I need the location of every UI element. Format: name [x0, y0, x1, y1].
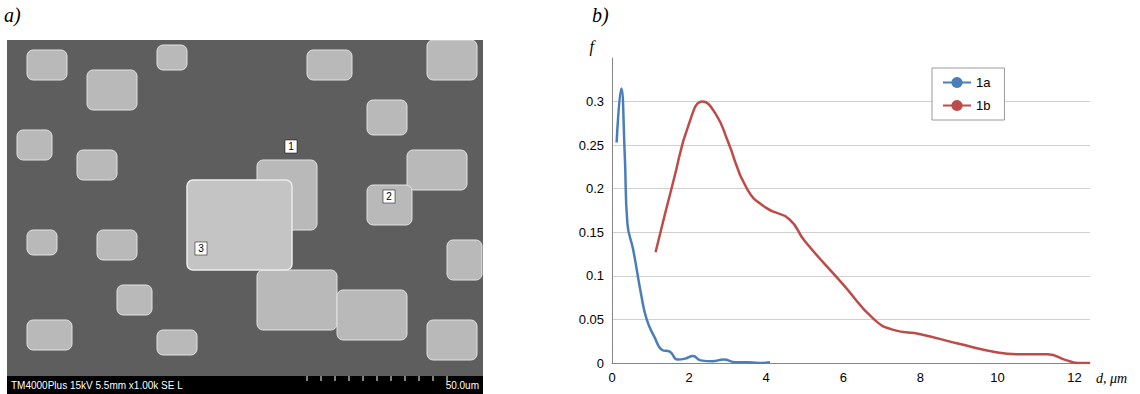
svg-text:0.05: 0.05 [579, 312, 604, 327]
svg-text:0.15: 0.15 [579, 225, 604, 240]
svg-text:3: 3 [198, 243, 204, 254]
svg-text:f: f [590, 38, 597, 56]
svg-text:0: 0 [608, 370, 615, 385]
svg-text:d, μm: d, μm [1096, 371, 1127, 386]
svg-text:10: 10 [990, 370, 1004, 385]
svg-text:2: 2 [685, 370, 692, 385]
svg-text:50.0um: 50.0um [446, 380, 479, 391]
svg-text:4: 4 [763, 370, 770, 385]
svg-text:2: 2 [386, 191, 392, 202]
svg-text:0.3: 0.3 [586, 94, 604, 109]
svg-text:0.2: 0.2 [586, 181, 604, 196]
svg-text:8: 8 [917, 370, 924, 385]
svg-text:TM4000Plus 15kV 5.5mm x1.00k S: TM4000Plus 15kV 5.5mm x1.00k SE L [11, 380, 183, 391]
svg-text:1a: 1a [976, 75, 991, 90]
svg-text:0: 0 [597, 356, 604, 371]
svg-text:0.25: 0.25 [579, 138, 604, 153]
svg-text:0.1: 0.1 [586, 268, 604, 283]
html-text:a): a) [4, 4, 21, 26]
svg-text:1: 1 [288, 141, 294, 152]
html-text:b): b) [592, 4, 609, 26]
svg-text:1b: 1b [976, 98, 990, 113]
svg-text:6: 6 [840, 370, 847, 385]
svg-text:12: 12 [1067, 370, 1081, 385]
